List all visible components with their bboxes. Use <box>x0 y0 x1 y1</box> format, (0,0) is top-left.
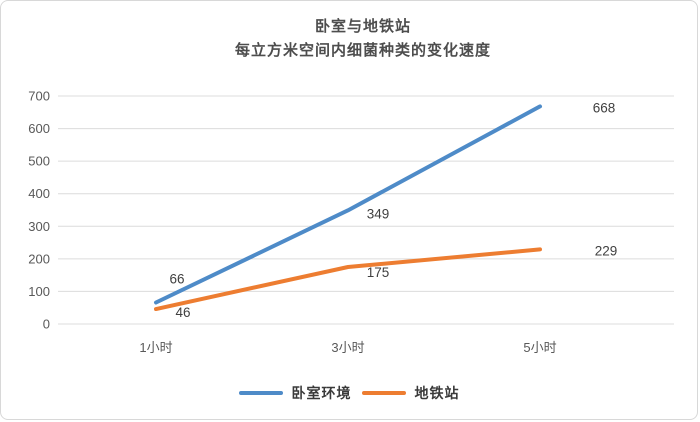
chart-subtitle: 每立方米空间内细菌种类的变化速度 <box>234 42 491 59</box>
legend-label-subway: 地铁站 <box>414 385 460 401</box>
legend-label-bedroom: 卧室环境 <box>291 385 352 401</box>
y-tick-label: 500 <box>28 154 50 169</box>
legend-swatch-subway-line <box>361 391 406 395</box>
y-tick-label: 600 <box>28 121 50 136</box>
legend-item-bedroom: 卧室环境 <box>238 383 352 403</box>
y-tick-label: 700 <box>28 89 50 104</box>
y-tick-label: 300 <box>28 219 50 234</box>
y-tick-label: 100 <box>28 284 50 299</box>
data-label: 668 <box>593 100 616 115</box>
data-label: 46 <box>175 305 190 320</box>
y-tick-label: 0 <box>43 317 50 332</box>
chart-legend: 卧室环境 地铁站 <box>1 383 697 403</box>
data-label: 349 <box>367 206 390 221</box>
data-label: 66 <box>169 272 184 287</box>
legend-swatch-bedroom-line <box>238 391 283 395</box>
y-tick-label: 400 <box>28 186 50 201</box>
chart-title-block: 卧室与地铁站 每立方米空间内细菌种类的变化速度 <box>29 15 697 63</box>
x-category-label: 1小时 <box>139 340 172 355</box>
data-label: 229 <box>595 243 618 258</box>
legend-item-subway: 地铁站 <box>361 383 460 403</box>
y-tick-label: 200 <box>28 251 50 266</box>
series-line-1 <box>154 247 542 312</box>
x-category-label: 5小时 <box>523 340 556 355</box>
x-category-label: 3小时 <box>331 340 364 355</box>
chart-title: 卧室与地铁站 <box>314 18 411 35</box>
series-line-0 <box>154 104 542 305</box>
data-label: 175 <box>367 265 390 280</box>
